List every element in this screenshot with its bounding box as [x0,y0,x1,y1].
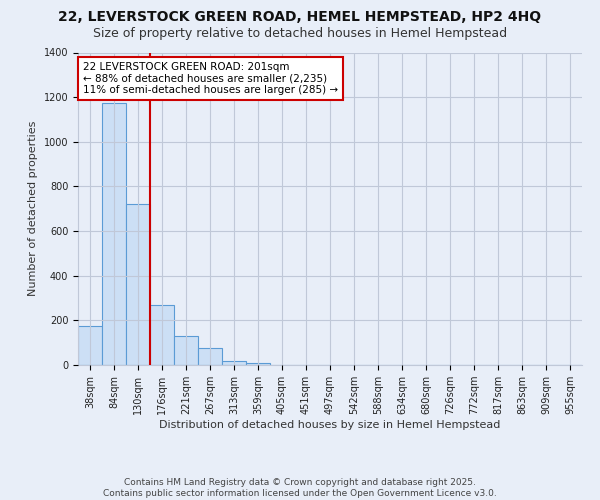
Text: 22, LEVERSTOCK GREEN ROAD, HEMEL HEMPSTEAD, HP2 4HQ: 22, LEVERSTOCK GREEN ROAD, HEMEL HEMPSTE… [58,10,542,24]
Bar [198,348,222,365]
Text: 22 LEVERSTOCK GREEN ROAD: 201sqm
← 88% of detached houses are smaller (2,235)
11: 22 LEVERSTOCK GREEN ROAD: 201sqm ← 88% o… [83,62,338,95]
Bar [222,360,246,365]
Text: Contains HM Land Registry data © Crown copyright and database right 2025.
Contai: Contains HM Land Registry data © Crown c… [103,478,497,498]
Y-axis label: Number of detached properties: Number of detached properties [28,121,38,296]
Bar [150,304,174,365]
Bar [78,326,102,365]
Bar [174,336,198,365]
Text: Size of property relative to detached houses in Hemel Hempstead: Size of property relative to detached ho… [93,28,507,40]
Bar [102,102,126,365]
Bar [246,363,270,365]
Bar [126,204,150,365]
X-axis label: Distribution of detached houses by size in Hemel Hempstead: Distribution of detached houses by size … [160,420,500,430]
